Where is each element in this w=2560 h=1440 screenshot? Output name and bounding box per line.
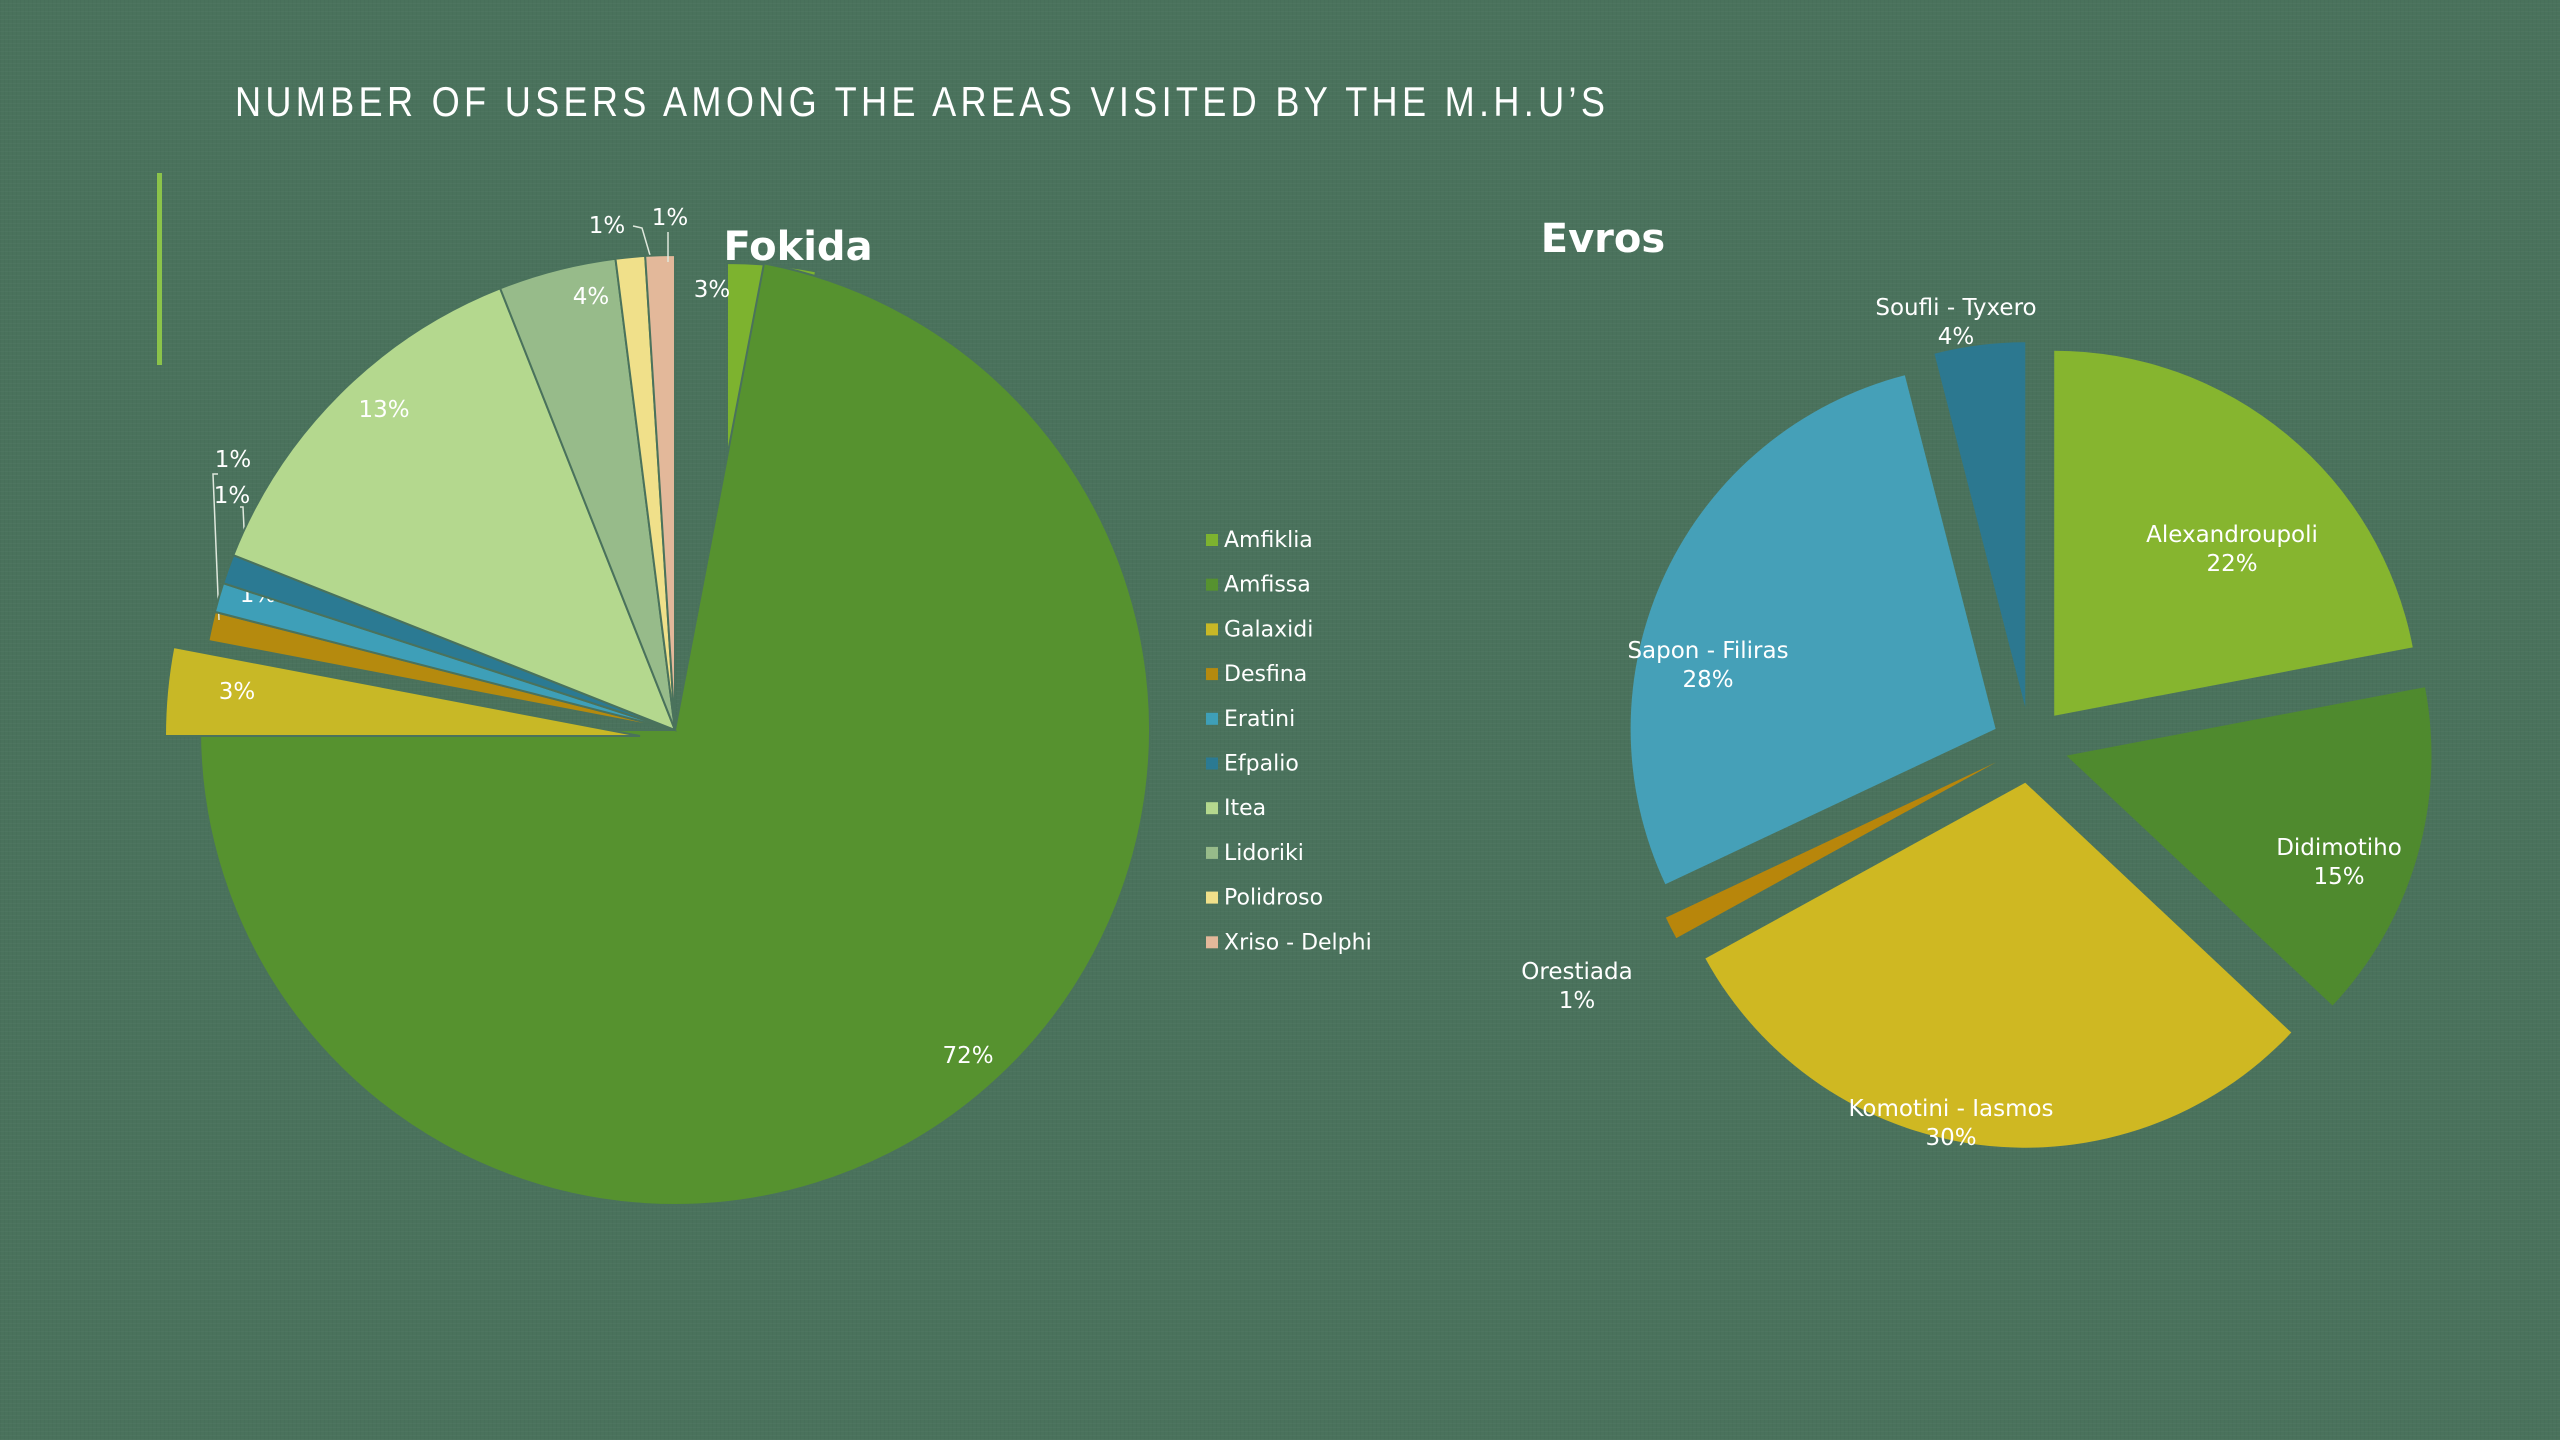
fokida-slice-xriso-delphi (644, 253, 676, 731)
fokida-data-label-xriso-delphi: 1% (652, 205, 689, 231)
legend-label-desfina: Desfina (1224, 662, 1307, 687)
legend-swatch-amfiklia (1206, 534, 1218, 546)
evros-slice-alexandroupoli (2054, 350, 2413, 716)
evros-category-label-didimotiho: Didimotiho (2276, 835, 2402, 861)
evros-category-label-soufli-tyxero: Soufli - Tyxero (1875, 295, 2036, 321)
fokida-slice-itea (232, 287, 677, 732)
fokida-pie: 3%72%3%1%1%1%13%4%1%1%Fokida (163, 205, 1151, 1206)
fokida-leader-line-desfina (212, 473, 220, 621)
evros-slice-sapon-filiras (1630, 375, 1996, 885)
fokida-data-label-itea: 13% (358, 397, 409, 423)
evros-category-label-orestiada: Orestiada (1521, 959, 1632, 985)
fokida-leader-line-polidroso (632, 225, 653, 263)
evros-slice-didimotiho (2066, 687, 2432, 1006)
evros-data-label-sapon-filiras: 28% (1682, 667, 1733, 693)
legend-label-xriso-delphi: Xriso - Delphi (1224, 930, 1372, 955)
fokida-data-label-efpalio: 1% (215, 447, 252, 473)
accent-bar (157, 173, 162, 365)
evros-data-label-komotini-iasmos: 30% (1925, 1125, 1976, 1151)
fokida-legend: Amfiklia Amfissa Galaxidi Desfina Eratini Efp… (1206, 528, 1372, 955)
legend-swatch-polidroso (1206, 891, 1218, 904)
evros-chart-title: Evros (1541, 216, 1665, 262)
fokida-slice-amfissa (198, 262, 1151, 1206)
legend-label-galaxidi: Galaxidi (1224, 617, 1313, 642)
fokida-data-label-amfiklia: 3% (694, 277, 731, 303)
evros-category-label-alexandroupoli: Alexandroupoli (2146, 522, 2318, 548)
legend-swatch-desfina (1206, 668, 1218, 681)
legend-swatch-eratini (1206, 712, 1218, 725)
fokida-data-label-desfina: 1% (214, 483, 251, 509)
fokida-chart-title: Fokida (723, 224, 872, 270)
evros-slice-soufli-tyxero (1934, 342, 2026, 708)
legend-swatch-lidoriki (1206, 846, 1218, 859)
legend-label-efpalio: Efpalio (1224, 752, 1299, 777)
fokida-data-label-lidoriki: 4% (573, 284, 610, 310)
evros-category-label-komotini-iasmos: Komotini - Iasmos (1848, 1096, 2053, 1122)
legend-label-amfiklia: Amfiklia (1224, 528, 1313, 553)
legend-label-lidoriki: Lidoriki (1224, 841, 1304, 866)
evros-data-label-didimotiho: 15% (2313, 864, 2364, 890)
legend-label-amfissa: Amfissa (1224, 573, 1311, 598)
fokida-data-label-galaxidi: 3% (219, 679, 256, 705)
evros-category-label-sapon-filiras: Sapon - Filiras (1627, 638, 1788, 664)
legend-swatch-efpalio (1206, 757, 1218, 770)
evros-data-label-alexandroupoli: 22% (2206, 551, 2257, 577)
legend-swatch-amfissa (1206, 578, 1218, 591)
fokida-data-label-amfissa: 72% (942, 1043, 993, 1069)
legend-swatch-itea (1206, 802, 1218, 815)
legend-swatch-xriso-delphi (1206, 936, 1218, 949)
fokida-data-label-polidroso: 1% (589, 213, 626, 239)
evros-pie: Alexandroupoli 22% Didimotiho 15% Komotini -… (1521, 216, 2432, 1151)
legend-label-polidroso: Polidroso (1224, 886, 1323, 911)
evros-slice-orestiada (1665, 762, 1997, 939)
evros-data-label-orestiada: 1% (1559, 988, 1596, 1014)
legend-swatch-galaxidi (1206, 623, 1218, 636)
fokida-slice-galaxidi (163, 645, 641, 737)
evros-slice-komotini-iasmos (1705, 782, 2292, 1148)
slide-title: NUMBER OF USERS AMONG THE AREAS VISITED … (235, 78, 1610, 125)
evros-data-label-soufli-tyxero: 4% (1938, 324, 1975, 350)
legend-label-eratini: Eratini (1224, 707, 1295, 732)
legend-label-itea: Itea (1224, 796, 1266, 821)
